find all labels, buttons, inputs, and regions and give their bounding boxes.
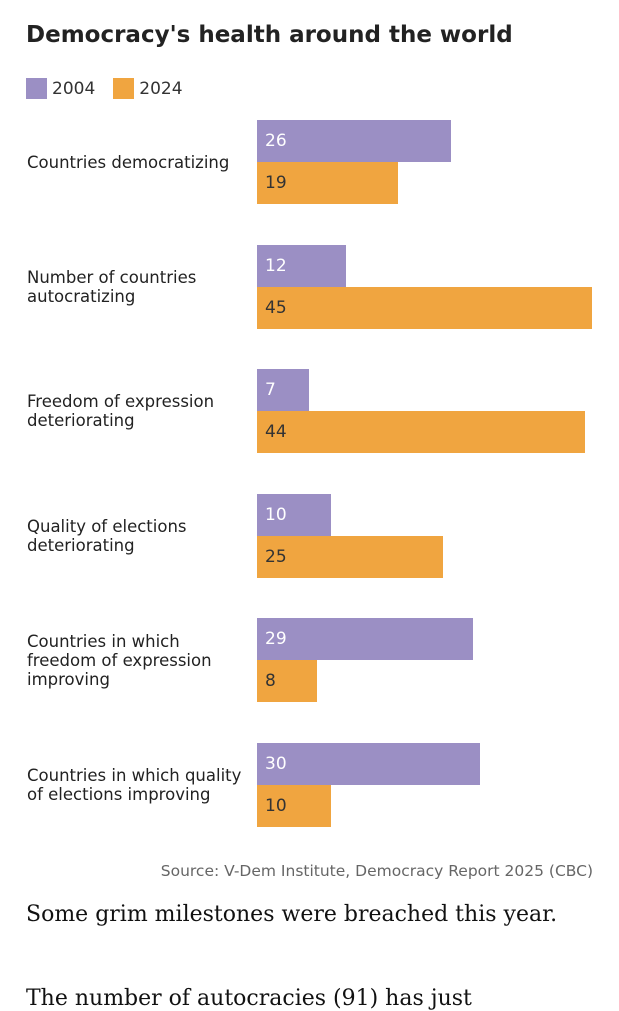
bar-value-label: 19 [265, 173, 287, 193]
category-label: Countries in which quality of elections … [27, 765, 242, 804]
legend-label-2004: 2004 [52, 78, 96, 99]
bar-value-label: 29 [265, 629, 287, 649]
bar-2024 [257, 660, 317, 702]
bar-value-label: 10 [265, 795, 287, 816]
bar-2024 [257, 286, 592, 329]
category-label: Countries democratizing [27, 152, 230, 172]
bar-chart: Countries democratizing 26 19 Number of cou… [27, 120, 592, 827]
bar-value-label: 8 [265, 671, 276, 691]
legend: 2004 2024 [26, 78, 201, 99]
bar-value-label: 12 [265, 255, 287, 276]
category-label: Number of countries autocratizing [27, 267, 197, 306]
source-note: Source: V-Dem Institute, Democracy Repor… [160, 862, 593, 880]
bar-2004 [257, 618, 473, 660]
legend-item-2004: 2004 [26, 78, 95, 99]
bar-2004 [257, 244, 346, 287]
bar-value-label: 45 [265, 297, 287, 318]
bar-2024 [257, 411, 585, 453]
bar-2004 [257, 742, 480, 785]
category-label: Freedom of expression deteriorating [27, 392, 215, 430]
bar-value-label: 30 [265, 753, 287, 774]
bar-2004 [257, 120, 451, 162]
legend-label-2024: 2024 [139, 78, 183, 99]
legend-item-2024: 2024 [113, 78, 183, 99]
bar-2004 [257, 369, 309, 411]
bar-value-label: 10 [265, 504, 287, 525]
legend-swatch-2004 [26, 78, 47, 99]
bar-value-label: 44 [265, 422, 287, 442]
category-label: Quality of elections deteriorating [27, 516, 187, 555]
bar-value-label: 7 [265, 380, 276, 400]
legend-swatch-2024 [113, 78, 135, 99]
category-label: Countries in which freedom of expression… [27, 631, 212, 689]
bar-value-label: 25 [265, 546, 287, 567]
bar-2024 [257, 784, 331, 827]
article-paragraph: Some grim milestones were breached this … [26, 902, 558, 927]
bar-2024 [257, 162, 398, 204]
bar-2004 [257, 493, 331, 536]
article-paragraph: The number of autocracies (91) has just [26, 986, 472, 1011]
bar-2024 [257, 535, 443, 578]
bar-value-label: 26 [265, 131, 287, 151]
chart-title: Democracy's health around the world [26, 22, 513, 48]
